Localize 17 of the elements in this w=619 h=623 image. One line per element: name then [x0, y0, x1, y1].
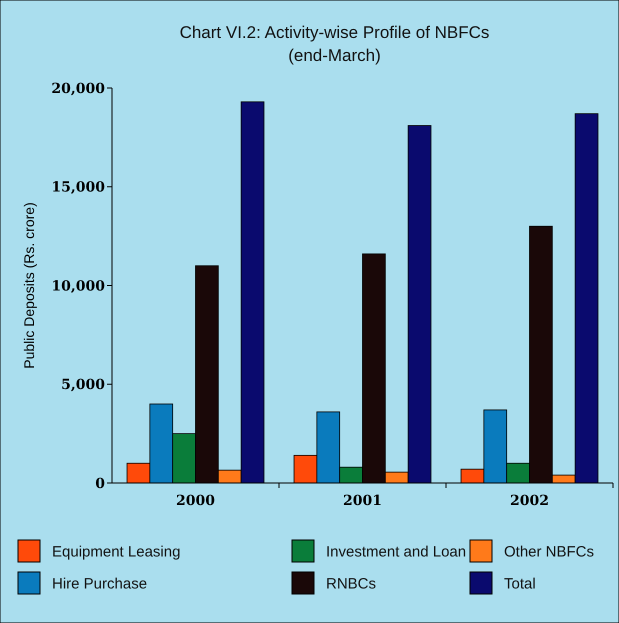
x-tick-label: 2000 [176, 493, 216, 509]
x-tick-label: 2001 [343, 493, 382, 509]
chart-title: Chart VI.2: Activity-wise Profile of NBFCs [180, 23, 490, 42]
x-tick-label: 2002 [510, 493, 549, 509]
y-tick-label: 15,000 [51, 180, 106, 196]
y-tick-label: 0 [95, 476, 106, 492]
legend-label: Other NBFCs [504, 543, 594, 560]
y-tick-label: 10,000 [51, 278, 106, 294]
legend-label: Investment and Loan [326, 543, 466, 560]
chart-subtitle: (end-March) [288, 46, 381, 65]
legend-label: Equipment Leasing [52, 543, 180, 560]
y-axis-title: Public Deposits (Rs. crore) [21, 202, 37, 369]
y-tick-label: 20,000 [51, 80, 106, 97]
legend-label: Hire Purchase [52, 575, 148, 592]
legend-label: RNBCs [326, 575, 376, 592]
y-tick-label: 5,000 [61, 377, 106, 394]
legend-label: Total [504, 575, 536, 592]
